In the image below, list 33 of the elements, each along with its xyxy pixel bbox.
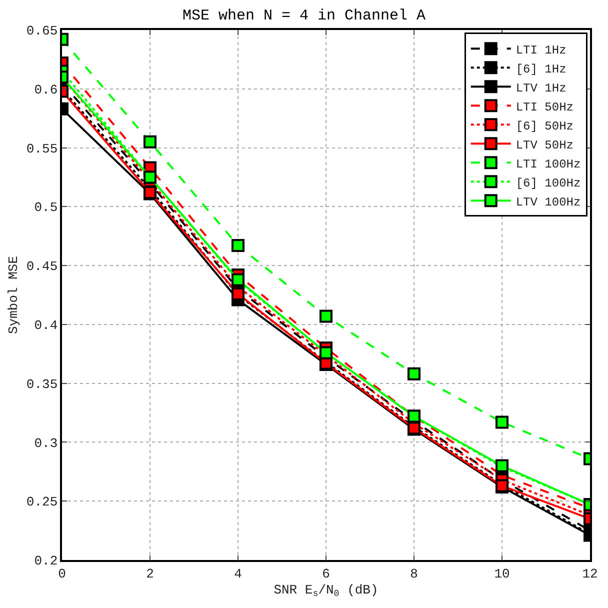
y-tick-label: 0.25	[26, 494, 58, 510]
x-tick-label: 0	[58, 566, 66, 582]
legend-label: [6] 50Hz	[516, 119, 574, 134]
x-tick-label: 4	[234, 566, 242, 582]
legend-label: [6] 1Hz	[516, 62, 566, 76]
legend-label: LTI 50Hz	[516, 100, 574, 114]
legend-label: [6] 100Hz	[516, 176, 581, 190]
x-tick-label: 6	[322, 566, 330, 582]
y-axis-title: Symbol MSE	[6, 256, 21, 334]
y-tick-label: 0.3	[34, 436, 58, 451]
legend-label: LTV 1Hz	[516, 81, 566, 96]
y-tick-label: 0.45	[26, 259, 58, 274]
legend-label: LTI 100Hz	[516, 157, 581, 172]
y-tick-label: 0.5	[34, 200, 58, 216]
y-tick-label: 0.2	[34, 554, 58, 569]
y-tick-label: 0.35	[26, 376, 58, 392]
point	[408, 367, 420, 380]
x-axis-title: SNR E$_{s}$/N$_{0}$ (dB)	[274, 582, 378, 600]
x-tick-label: 2	[146, 566, 154, 582]
legend-label: LTV 50Hz	[516, 138, 574, 152]
point	[320, 346, 332, 360]
x-tick-label: 12	[582, 566, 598, 582]
x-tick-label: 8	[410, 566, 418, 582]
x-tick-label: 10	[494, 566, 510, 582]
y-tick-label: 0.4	[34, 318, 58, 333]
chart-title: MSE when N = 4 in Channel A	[182, 8, 426, 25]
point	[232, 239, 244, 252]
legend-label: LTI 1Hz	[516, 43, 566, 58]
y-tick-label: 0.55	[26, 141, 58, 156]
point	[320, 310, 332, 323]
y-tick-label: 0.65	[26, 24, 58, 39]
y-tick-label: 0.6	[34, 82, 58, 98]
legend-label: LTV 100Hz	[516, 195, 581, 210]
